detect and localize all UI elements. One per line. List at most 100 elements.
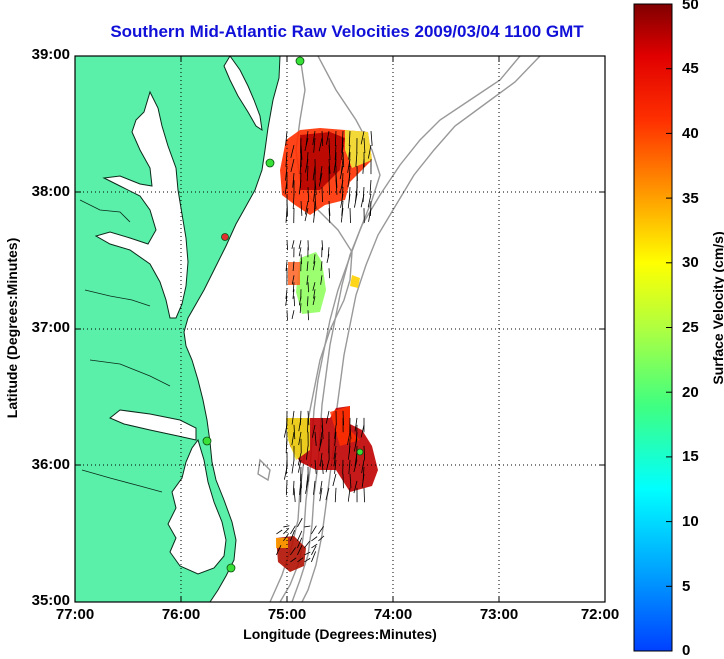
- velocity-vector: [300, 201, 303, 216]
- velocity-vector: [314, 459, 317, 475]
- velocity-vector: [314, 431, 317, 447]
- velocity-vector: [314, 194, 317, 209]
- velocity-vector: [362, 159, 365, 174]
- velocity-vector: [363, 138, 366, 153]
- colorbar-label: Surface Velocity (cm/s): [710, 231, 724, 385]
- velocity-vector: [292, 289, 295, 299]
- velocity-vector: [328, 180, 331, 195]
- site-marker: [226, 563, 236, 573]
- velocity-vector: [321, 424, 324, 440]
- colorbar-ticks: [666, 3, 672, 587]
- x-tick-label: 77:00: [55, 606, 95, 623]
- chart-title: Southern Mid-Atlantic Raw Velocities 200…: [110, 22, 584, 41]
- velocity-vector: [304, 540, 311, 549]
- velocity-vector: [319, 452, 323, 467]
- velocity-vector: [284, 180, 288, 195]
- y-tick-label: 36:00: [31, 456, 70, 473]
- velocity-vector: [300, 145, 303, 160]
- velocity-vector: [368, 208, 372, 222]
- velocity-vector: [360, 193, 365, 208]
- site-marker: [356, 448, 364, 456]
- velocity-vector: [312, 282, 316, 291]
- velocity-vectors: [276, 130, 373, 563]
- y-tick-label: 35:00: [31, 592, 70, 609]
- velocity-vector: [313, 480, 316, 495]
- velocity-vector: [360, 130, 365, 145]
- velocity-vector: [311, 551, 317, 563]
- velocity-vector: [363, 487, 365, 503]
- velocity-vector: [291, 275, 295, 285]
- velocity-vector: [335, 180, 338, 195]
- velocity-vector: [339, 179, 344, 194]
- velocity-vector: [304, 551, 311, 556]
- velocity-vector: [311, 424, 316, 438]
- velocity-vector: [318, 535, 325, 542]
- grid-lines: [75, 56, 605, 602]
- velocity-vector: [297, 517, 303, 528]
- colorbar-tick-label: 10: [682, 513, 699, 530]
- chesapeake-bay: [94, 90, 189, 319]
- velocity-patches: [276, 128, 378, 572]
- velocity-vector: [367, 193, 372, 208]
- velocity-vector: [304, 158, 309, 173]
- colorbar-tick-label: 20: [682, 384, 699, 401]
- velocity-vector: [291, 310, 295, 320]
- site-marker: [295, 56, 305, 66]
- colorbar: [633, 3, 673, 652]
- velocity-vector: [319, 487, 323, 502]
- velocity-vector: [326, 131, 330, 145]
- velocity-vector: [325, 410, 330, 424]
- x-tick-label: 72:00: [580, 606, 620, 623]
- velocity-vector: [312, 296, 316, 306]
- y-axis-label: Latitude (Degrees:Minutes): [4, 237, 20, 419]
- velocity-vector: [370, 131, 373, 146]
- velocity-vector: [283, 525, 290, 528]
- velocity-vector: [334, 431, 337, 446]
- velocity-vector: [318, 438, 323, 452]
- velocity-vector: [321, 131, 324, 146]
- velocity-vector: [353, 459, 358, 473]
- velocity-vector: [298, 247, 302, 257]
- velocity-vector: [306, 261, 309, 272]
- velocity-vector: [293, 424, 296, 440]
- velocity-vector: [354, 452, 358, 467]
- velocity-vector: [367, 144, 372, 159]
- albemarle-sound: [109, 409, 197, 441]
- velocity-vector: [312, 261, 316, 271]
- velocity-vector: [342, 152, 345, 167]
- velocity-vector: [333, 159, 337, 174]
- patch-virginia: [296, 252, 326, 314]
- velocity-vector: [311, 543, 318, 549]
- pamlico-sound: [167, 438, 227, 575]
- velocity-vector: [285, 131, 288, 146]
- velocity-vector: [299, 159, 302, 174]
- velocity-vector: [313, 289, 316, 299]
- velocity-vector: [283, 424, 288, 438]
- velocity-vector: [355, 152, 358, 167]
- velocity-vector: [313, 208, 316, 223]
- velocity-vector: [304, 207, 309, 222]
- velocity-vector: [349, 473, 352, 489]
- colorbar-tick-label: 30: [682, 254, 699, 271]
- velocity-vector: [318, 526, 324, 535]
- velocity-vector: [347, 159, 351, 173]
- velocity-vector: [318, 172, 323, 187]
- radar-sites: [202, 56, 364, 573]
- velocity-vector: [334, 145, 337, 160]
- x-tick-label: 76:00: [161, 606, 201, 623]
- velocity-vector: [299, 303, 302, 314]
- velocity-vector: [347, 173, 351, 188]
- x-tick-label: 74:00: [373, 606, 413, 623]
- velocity-vector: [307, 187, 310, 202]
- velocity-vector: [285, 152, 288, 167]
- velocity-vector: [304, 200, 309, 215]
- velocity-vector: [290, 530, 295, 542]
- velocity-vector: [311, 525, 317, 535]
- velocity-vector: [328, 268, 331, 279]
- velocity-vector: [297, 530, 303, 542]
- velocity-vector: [276, 529, 283, 535]
- velocity-vector: [285, 208, 288, 223]
- velocity-vector: [341, 145, 344, 160]
- velocity-vector: [307, 296, 309, 307]
- colorbar-tick-label: 5: [682, 578, 691, 595]
